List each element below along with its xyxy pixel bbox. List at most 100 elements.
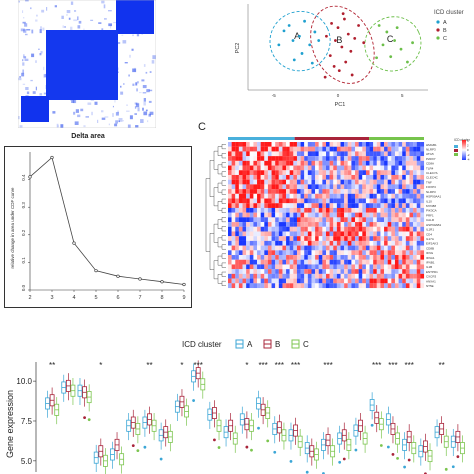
heatmap-cell <box>416 203 421 208</box>
heatmap-cell <box>376 278 381 284</box>
heatmap-cell <box>333 207 337 213</box>
heatmap-cell <box>326 255 330 260</box>
heatmap-cell <box>326 273 330 279</box>
heatmap-cell <box>362 174 366 180</box>
heatmap-cell <box>373 264 377 270</box>
heatmap-cell <box>238 236 243 241</box>
heatmap-cell <box>413 231 417 237</box>
consensus-cell <box>143 111 148 116</box>
heatmap-cell <box>257 189 261 194</box>
heatmap-cell <box>398 217 403 223</box>
heatmap-cell <box>398 250 403 256</box>
heatmap-cell <box>242 231 247 237</box>
heatmap-cell <box>282 259 287 265</box>
delta-point <box>50 155 54 160</box>
delta-x-tick: 5 <box>94 295 97 301</box>
heatmap-cell <box>286 269 290 274</box>
consensus-cell <box>62 25 64 28</box>
pca-point <box>330 21 333 25</box>
heatmap-scale-label: 0 <box>467 148 469 152</box>
heatmap-cell <box>344 278 348 284</box>
heatmap-cell <box>271 245 276 251</box>
heatmap-cell <box>231 184 236 190</box>
heatmap-cell <box>296 273 301 279</box>
consensus-cell <box>39 53 42 56</box>
heatmap-cell <box>373 231 377 237</box>
consensus-cell <box>30 7 32 10</box>
heatmap-cell <box>264 170 268 176</box>
heatmap-cell <box>373 217 377 223</box>
heatmap-cell <box>416 283 421 289</box>
heatmap-cell <box>344 142 348 147</box>
heatmap-cell <box>365 250 370 256</box>
heatmap-cell <box>235 264 239 270</box>
heatmap-cell <box>300 156 305 161</box>
heatmap-cell <box>304 212 308 218</box>
heatmap-cell <box>264 146 268 152</box>
heatmap-cell <box>376 174 381 180</box>
heatmap-cell <box>246 203 250 208</box>
heatmap-cell <box>289 142 294 147</box>
heatmap-cell <box>333 278 337 284</box>
heatmap-cell <box>307 142 312 147</box>
heatmap-cell <box>391 217 396 223</box>
heatmap-cell <box>373 193 377 199</box>
heatmap-cell <box>271 269 276 274</box>
heatmap-cell <box>249 193 254 199</box>
heatmap-cell <box>416 160 421 166</box>
heatmap-cell <box>249 212 254 218</box>
heatmap-cell <box>228 231 232 237</box>
heatmap-cell <box>402 179 406 185</box>
heatmap-cell <box>231 174 236 180</box>
consensus-cell <box>74 121 79 125</box>
heatmap-cell <box>257 198 261 204</box>
heatmap-cell <box>362 165 366 171</box>
consensus-cell <box>26 29 31 31</box>
heatmap-cell <box>293 142 298 147</box>
heatmap-cell <box>340 151 345 157</box>
heatmap-cell <box>402 193 406 199</box>
heatmap-cell <box>340 160 345 166</box>
heatmap-cell <box>246 179 250 185</box>
boxplot-significance: *** <box>323 361 332 370</box>
heatmap-cell <box>278 142 283 147</box>
heatmap-cell <box>235 184 239 190</box>
heatmap-cell <box>340 156 345 161</box>
heatmap-cell <box>409 255 414 260</box>
heatmap-cell <box>347 264 352 270</box>
heatmap-cell <box>409 207 414 213</box>
heatmap-cell <box>398 255 403 260</box>
heatmap-cell <box>409 193 414 199</box>
heatmap-cell <box>228 151 232 157</box>
consensus-cell <box>114 99 116 103</box>
consensus-cell <box>85 116 89 118</box>
heatmap-cell <box>246 217 250 223</box>
heatmap-cell <box>246 184 250 190</box>
heatmap-cell <box>387 146 392 152</box>
heatmap-cell <box>336 203 341 208</box>
heatmap-cell <box>275 236 279 241</box>
heatmap-cell <box>289 226 294 232</box>
heatmap-cell <box>253 283 258 289</box>
heatmap-dendrogram-branch <box>221 180 226 186</box>
heatmap-cell <box>355 151 359 157</box>
heatmap-cell <box>271 160 276 166</box>
heatmap-cell <box>329 273 334 279</box>
consensus-cell <box>83 28 85 30</box>
heatmap-cell <box>369 193 374 199</box>
heatmap-cell <box>347 231 352 237</box>
heatmap-cell <box>318 217 323 223</box>
heatmap-cell <box>318 174 323 180</box>
heatmap-cell <box>340 217 345 223</box>
heatmap-cell <box>376 264 381 270</box>
heatmap-cell <box>420 231 425 237</box>
heatmap-cell <box>402 142 406 147</box>
boxplot-outlier <box>379 444 383 447</box>
heatmap-cell <box>275 193 279 199</box>
boxplot-legend-label: B <box>275 340 280 349</box>
heatmap-cell <box>260 142 265 147</box>
heatmap-cell <box>286 245 290 251</box>
heatmap-cell <box>293 236 298 241</box>
heatmap-cell <box>260 222 265 227</box>
consensus-cell <box>23 56 27 59</box>
